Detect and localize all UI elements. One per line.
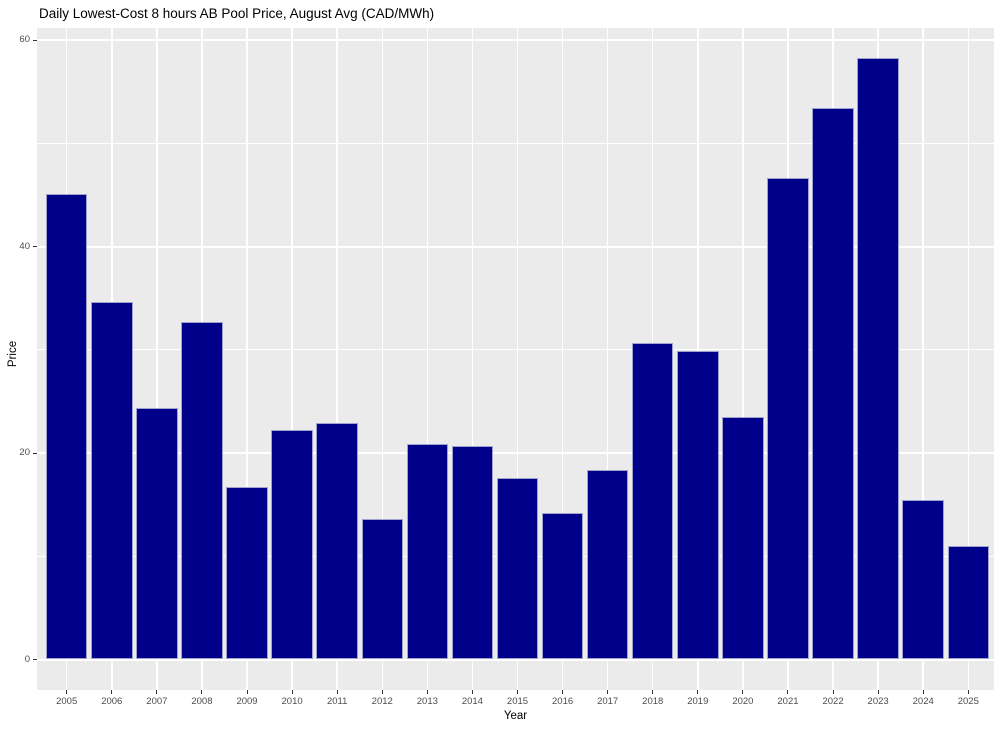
x-tick-label-2006: 2006 — [101, 696, 123, 707]
x-tick-mark-2008 — [201, 690, 203, 694]
x-tick-mark-2013 — [426, 690, 428, 694]
bar-2021 — [767, 178, 809, 660]
x-tick-mark-2024 — [922, 690, 924, 694]
x-tick-mark-2009 — [246, 690, 248, 694]
x-tick-label-2022: 2022 — [822, 696, 844, 707]
bar-2016 — [541, 512, 584, 660]
gridline-major-20 — [37, 452, 994, 454]
x-tick-label-2017: 2017 — [597, 696, 619, 707]
x-tick-mark-2021 — [787, 690, 789, 694]
bar-2007 — [136, 407, 178, 660]
x-tick-label-2023: 2023 — [867, 696, 889, 707]
x-tick-label-2007: 2007 — [146, 696, 168, 707]
y-tick-label-0: 0 — [24, 653, 30, 665]
x-tick-label-2010: 2010 — [281, 696, 303, 707]
bar-2018 — [631, 342, 674, 660]
x-tick-label-2014: 2014 — [461, 696, 483, 707]
y-tick-mark-60 — [33, 39, 37, 41]
gridline-minor-30 — [37, 349, 994, 351]
bar-2006 — [91, 302, 133, 660]
x-tick-label-2012: 2012 — [371, 696, 393, 707]
x-tick-label-2025: 2025 — [957, 696, 979, 707]
x-tick-label-2020: 2020 — [732, 696, 754, 707]
bar-2011 — [316, 423, 358, 660]
x-tick-mark-2019 — [697, 690, 699, 694]
x-tick-label-2011: 2011 — [326, 696, 348, 707]
x-tick-label-2021: 2021 — [777, 696, 799, 707]
x-tick-label-2013: 2013 — [416, 696, 438, 707]
x-tick-label-2008: 2008 — [191, 696, 213, 707]
gridline-x-2024 — [922, 28, 924, 690]
x-tick-label-2005: 2005 — [56, 696, 78, 707]
y-tick-mark-40 — [33, 246, 37, 247]
bar-2014 — [451, 445, 494, 660]
x-tick-label-2015: 2015 — [506, 696, 529, 707]
gridline-x-2014 — [471, 28, 474, 690]
gridline-x-2012 — [381, 28, 383, 690]
x-tick-mark-2020 — [742, 690, 744, 694]
x-axis-title: Year — [503, 710, 528, 722]
gridline-x-2015 — [516, 28, 519, 690]
gridline-x-2007 — [156, 28, 158, 690]
x-tick-mark-2007 — [156, 690, 158, 694]
y-tick-mark-20 — [33, 452, 37, 454]
gridline-x-2009 — [246, 28, 248, 690]
y-tick-label-40: 40 — [19, 240, 30, 252]
bar-2013 — [406, 443, 449, 660]
gridline-x-2025 — [967, 28, 970, 690]
x-tick-mark-2011 — [336, 690, 338, 694]
bar-2023 — [857, 57, 899, 660]
bar-2022 — [812, 108, 854, 660]
bar-2020 — [722, 416, 764, 660]
bar-2005 — [45, 193, 88, 660]
gridline-major-40 — [37, 245, 994, 248]
x-tick-label-2016: 2016 — [552, 696, 574, 707]
bar-2025 — [947, 545, 990, 660]
y-tick-label-60: 60 — [19, 34, 30, 45]
bar-2015 — [496, 477, 539, 660]
x-tick-mark-2025 — [967, 690, 969, 694]
bar-2017 — [586, 469, 629, 660]
x-tick-label-2024: 2024 — [912, 696, 934, 707]
gridline-major-60 — [37, 39, 994, 41]
bar-2024 — [902, 500, 944, 660]
chart-title: Daily Lowest-Cost 8 hours AB Pool Price,… — [39, 6, 435, 21]
gridline-x-2013 — [426, 28, 429, 690]
gridline-x-2016 — [561, 28, 564, 690]
x-tick-mark-2014 — [471, 690, 473, 694]
x-tick-mark-2022 — [832, 690, 834, 694]
x-tick-mark-2015 — [517, 690, 518, 694]
bar-2009 — [226, 487, 268, 660]
bar-2010 — [271, 430, 313, 660]
x-tick-mark-2016 — [562, 690, 564, 694]
plot-panel — [37, 28, 994, 690]
gridline-x-2010 — [291, 28, 293, 690]
gridline-x-2017 — [606, 28, 609, 690]
gridline-x-2011 — [336, 28, 338, 690]
x-tick-mark-2023 — [877, 690, 879, 694]
bar-2019 — [677, 350, 719, 660]
x-tick-label-2009: 2009 — [236, 696, 258, 707]
gridline-x-2020 — [742, 28, 744, 690]
x-tick-mark-2018 — [652, 690, 654, 694]
gridline-minor-50 — [37, 142, 994, 144]
x-tick-mark-2010 — [291, 690, 293, 694]
y-axis-title: Price — [7, 340, 19, 368]
bar-2012 — [361, 519, 403, 660]
x-tick-mark-2012 — [381, 690, 383, 694]
x-tick-mark-2005 — [66, 690, 68, 694]
y-tick-mark-0 — [33, 659, 37, 660]
x-tick-mark-2006 — [111, 690, 113, 694]
x-tick-label-2018: 2018 — [642, 696, 664, 707]
gridline-major-0 — [37, 658, 994, 661]
x-tick-label-2019: 2019 — [687, 696, 709, 707]
bar-2008 — [181, 321, 223, 660]
x-tick-mark-2017 — [607, 690, 609, 694]
y-tick-label-20: 20 — [19, 447, 30, 458]
